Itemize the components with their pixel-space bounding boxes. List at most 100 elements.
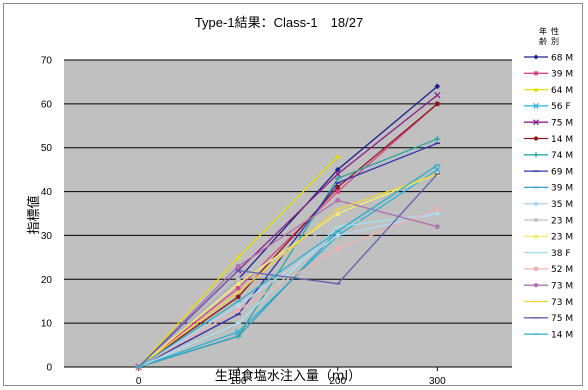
data-point [235, 280, 242, 286]
data-point [533, 283, 539, 288]
legend-label: 52 M [551, 265, 573, 275]
legend-item: 23 M [524, 233, 573, 243]
data-point [434, 215, 440, 221]
legend-header: 性 [551, 26, 559, 36]
legend-item: 39 M [524, 184, 573, 194]
data-point [434, 101, 440, 107]
y-tick-label: 70 [41, 56, 53, 67]
legend-label: 14 M [551, 330, 573, 340]
legend-item: 14 M [524, 330, 573, 340]
legend-item: 73 M [524, 298, 573, 308]
y-tick-label: 60 [41, 99, 53, 110]
series-line [138, 173, 438, 368]
data-point [533, 201, 539, 206]
data-point [334, 166, 341, 173]
legend-header: 年 [539, 26, 547, 36]
x-tick-label: 300 [429, 376, 446, 387]
legend-item: 56 F [524, 102, 571, 112]
legend-label: 14 M [551, 135, 573, 145]
data-point [434, 224, 440, 230]
legend-item: 75 M [524, 119, 573, 129]
legend-label: 23 M [551, 216, 573, 226]
data-point [435, 206, 440, 212]
data-point [335, 197, 341, 203]
data-point [534, 266, 538, 271]
legend-item: 38 F [524, 249, 571, 259]
data-point [533, 87, 539, 92]
data-point [533, 217, 539, 223]
legend-label: 75 M [551, 119, 573, 129]
legend-item: 75 M [524, 314, 573, 324]
data-point [434, 136, 441, 142]
series-line [138, 199, 438, 368]
data-point [235, 303, 241, 308]
y-tick-label: 40 [41, 187, 53, 198]
data-point [235, 276, 241, 282]
legend-item: 39 M [524, 70, 573, 80]
legend-item: 23 M [524, 216, 573, 226]
data-point [534, 71, 538, 76]
x-tick-label: 0 [136, 376, 142, 387]
data-point [434, 166, 441, 173]
data-point [335, 219, 341, 225]
legend-label: 56 F [551, 102, 571, 112]
legend-label: 75 M [551, 314, 573, 324]
y-axis-label: 指標値 [26, 195, 42, 234]
legend-label: 69 M [551, 167, 573, 177]
data-point [533, 102, 539, 109]
y-axis-ticks: 0 10 20 30 40 50 60 70 [41, 56, 53, 374]
legend-label: 73 M [551, 282, 573, 292]
data-point [434, 91, 441, 99]
series-group [135, 83, 441, 371]
data-point [335, 233, 341, 238]
y-tick-label: 10 [41, 319, 53, 330]
series-18 [135, 164, 441, 368]
data-point [335, 246, 341, 251]
data-point [533, 54, 539, 60]
legend-item: 52 M [524, 265, 573, 275]
data-point [334, 175, 341, 182]
data-point [235, 254, 242, 260]
data-point [334, 170, 342, 178]
data-point [235, 263, 241, 269]
data-point [533, 152, 539, 158]
legend-label: 35 M [551, 200, 573, 210]
legend-label: 73 M [551, 298, 573, 308]
legend-item: 68 M [524, 53, 573, 63]
data-point [434, 83, 441, 90]
legend-header: 別 [551, 37, 559, 46]
legend-label: 39 M [551, 70, 573, 80]
series-line [138, 173, 438, 368]
legend-item: 64 M [524, 86, 573, 96]
data-point [235, 307, 241, 313]
legend-label: 64 M [551, 86, 573, 96]
legend-item: 14 M [524, 135, 573, 145]
x-axis-label: 生理食塩水注入量（ml） [215, 368, 361, 384]
data-point [335, 189, 341, 194]
legend-label: 39 M [551, 184, 573, 194]
series-line [138, 103, 438, 368]
data-point [335, 184, 341, 190]
legend-label: 68 M [551, 53, 573, 63]
legend-item: 69 M [524, 167, 573, 177]
data-point [533, 119, 539, 126]
y-tick-label: 50 [41, 143, 53, 154]
legend-label: 38 F [551, 249, 571, 259]
data-point [334, 153, 341, 159]
y-tick-label: 20 [41, 275, 53, 286]
series-line [138, 164, 438, 368]
y-tick-label: 0 [46, 363, 52, 374]
data-point [235, 294, 241, 300]
data-point [533, 136, 539, 141]
x-tick-label: 100 [230, 376, 247, 387]
legend-header: 齢 [539, 36, 547, 46]
data-point [235, 285, 241, 291]
y-tick-label: 30 [41, 231, 53, 242]
series-line [138, 212, 438, 368]
x-tick-label: 200 [329, 376, 346, 387]
legend-item: 35 M [524, 200, 573, 210]
data-point [533, 233, 539, 239]
chart-title: Type-1結果：Class-1 18/27 [195, 15, 363, 30]
